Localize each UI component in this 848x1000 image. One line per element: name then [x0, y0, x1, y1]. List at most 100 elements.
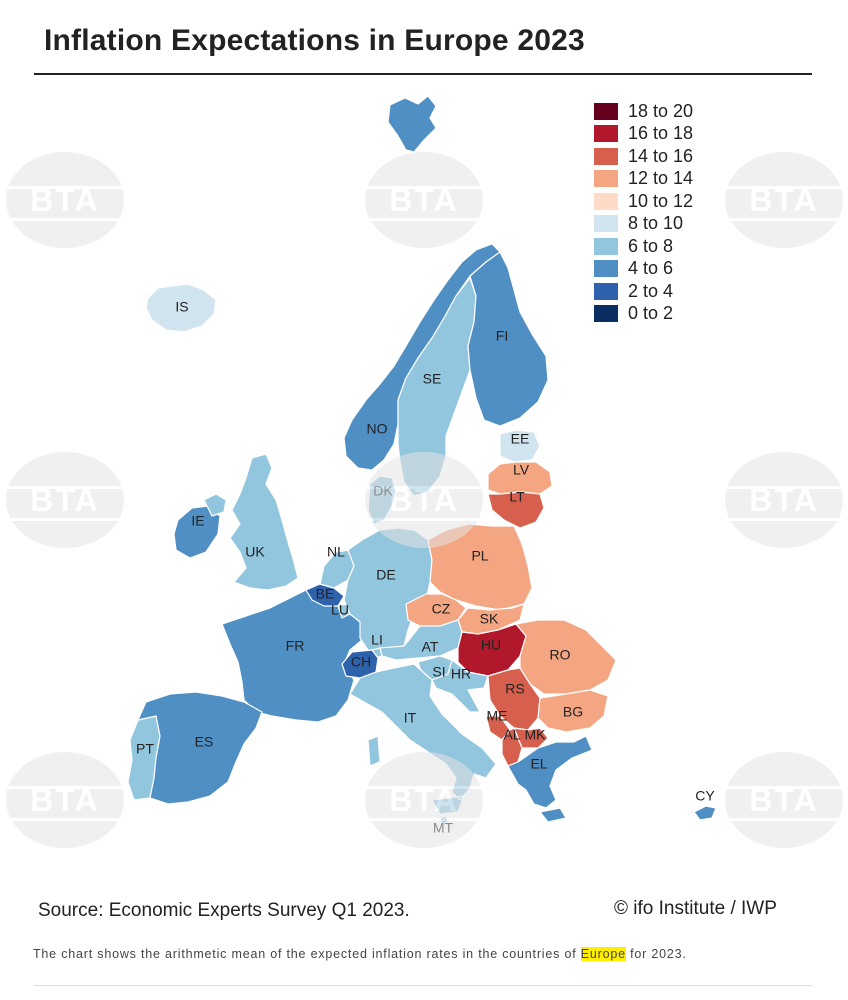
country-label-me: ME	[487, 708, 508, 724]
country-label-no: NO	[367, 421, 388, 437]
country-shape-ee[interactable]	[499, 429, 541, 463]
country-shape-is[interactable]	[145, 283, 217, 333]
title-divider	[34, 73, 812, 75]
legend-label: 10 to 12	[628, 190, 694, 211]
country-label-bg: BG	[563, 704, 583, 720]
country-label-ee: EE	[511, 431, 530, 447]
country-label-cy: CY	[695, 788, 715, 804]
country-label-lv: LV	[513, 462, 530, 478]
legend-label: 18 to 20	[628, 100, 694, 121]
legend-item: 8 to 10	[594, 213, 693, 236]
country-label-si: SI	[432, 664, 445, 680]
legend-label: 8 to 10	[628, 213, 684, 234]
legend-swatch	[594, 125, 618, 143]
watermark-logo: BTA	[365, 752, 483, 848]
country-label-es: ES	[195, 734, 214, 750]
credit-note: © ifo Institute / IWP	[614, 898, 777, 919]
legend-item: 14 to 16	[594, 145, 693, 168]
legend-item: 4 to 6	[594, 258, 693, 281]
country-label-el: EL	[530, 756, 547, 772]
legend-label: 4 to 6	[628, 258, 674, 279]
country-label-uk: UK	[245, 544, 265, 560]
country-label-ch: CH	[351, 654, 371, 670]
watermark-logo: BTA	[6, 152, 124, 248]
country-shape-cy[interactable]	[693, 805, 717, 821]
country-label-pl: PL	[471, 548, 488, 564]
legend-item: 2 to 4	[594, 280, 693, 303]
europe-map: IS NO SE FI EE LV LT DK IE UK NL BE LU D…	[127, 95, 717, 836]
country-shape-fi[interactable]	[467, 251, 549, 427]
country-label-at: AT	[422, 639, 439, 655]
legend-swatch	[594, 147, 618, 165]
country-shape-es[interactable]	[137, 691, 263, 805]
country-label-is: IS	[175, 299, 188, 315]
legend-swatch	[594, 282, 618, 300]
page-title: Inflation Expectations in Europe 2023	[44, 24, 585, 57]
country-shape-el[interactable]	[507, 735, 593, 823]
country-shape-uk[interactable]	[203, 453, 299, 591]
legend-label: 0 to 2	[628, 303, 674, 324]
watermark-logo: BTA	[365, 152, 483, 248]
country-label-mk: MK	[525, 727, 547, 743]
legend-label: 14 to 16	[628, 145, 694, 166]
country-label-li: LI	[371, 632, 383, 648]
legend-swatch	[594, 192, 618, 210]
legend-item: 16 to 18	[594, 123, 693, 146]
watermark-logo: BTA	[365, 452, 483, 548]
country-label-fr: FR	[286, 638, 305, 654]
watermark-logo: BTA	[6, 752, 124, 848]
legend-item: 12 to 14	[594, 168, 693, 191]
legend-item: 10 to 12	[594, 190, 693, 213]
country-label-ro: RO	[550, 647, 571, 663]
country-shape-hr[interactable]	[431, 659, 489, 713]
watermark-logo: BTA	[725, 752, 843, 848]
country-label-lu: LU	[331, 602, 349, 618]
country-shape-lv[interactable]	[487, 461, 553, 495]
legend-swatch	[594, 260, 618, 278]
legend-swatch	[594, 215, 618, 233]
country-label-al: AL	[503, 727, 520, 743]
country-shape-bg[interactable]	[537, 689, 609, 733]
country-shape-pl[interactable]	[427, 523, 533, 611]
country-shape-lt[interactable]	[487, 491, 545, 529]
country-label-pt: PT	[136, 741, 154, 757]
country-label-hr: HR	[451, 666, 471, 682]
chart-description: The chart shows the arithmetic mean of t…	[33, 947, 687, 961]
footer-divider	[34, 985, 812, 986]
legend-label: 12 to 14	[628, 168, 694, 189]
description-text: The chart shows the arithmetic mean of t…	[33, 947, 581, 961]
legend-item: 6 to 8	[594, 235, 693, 258]
country-label-be: BE	[316, 586, 335, 602]
legend-swatch	[594, 102, 618, 120]
legend: 18 to 20 16 to 18 14 to 16 12 to 14 10 t…	[594, 100, 693, 325]
country-label-it: IT	[404, 710, 417, 726]
country-label-se: SE	[423, 371, 442, 387]
legend-item: 0 to 2	[594, 303, 693, 326]
source-note: Source: Economic Experts Survey Q1 2023.	[38, 900, 410, 921]
country-label-fi: FI	[496, 328, 508, 344]
country-shape-svalbard	[387, 95, 437, 153]
country-label-nl: NL	[327, 544, 345, 560]
country-shape-ch[interactable]	[341, 649, 379, 679]
legend-label: 16 to 18	[628, 123, 694, 144]
country-label-ie: IE	[191, 513, 204, 529]
country-shape-al[interactable]	[501, 727, 523, 767]
country-label-lt: LT	[509, 489, 525, 505]
watermark-logo: BTA	[6, 452, 124, 548]
watermark-logo: BTA	[725, 452, 843, 548]
legend-label: 2 to 4	[628, 280, 674, 301]
legend-swatch	[594, 170, 618, 188]
highlighted-term: Europe	[580, 947, 626, 961]
country-label-sk: SK	[480, 611, 499, 627]
country-label-hu: HU	[481, 637, 501, 653]
description-text-end: for 2023.	[625, 947, 687, 961]
legend-label: 6 to 8	[628, 235, 674, 256]
legend-swatch	[594, 305, 618, 323]
country-label-de: DE	[376, 567, 395, 583]
watermark-logo: BTA	[725, 152, 843, 248]
legend-item: 18 to 20	[594, 100, 693, 123]
country-shape-cz[interactable]	[405, 593, 467, 627]
country-label-rs: RS	[505, 681, 524, 697]
legend-swatch	[594, 237, 618, 255]
country-shape-ie[interactable]	[173, 505, 221, 559]
